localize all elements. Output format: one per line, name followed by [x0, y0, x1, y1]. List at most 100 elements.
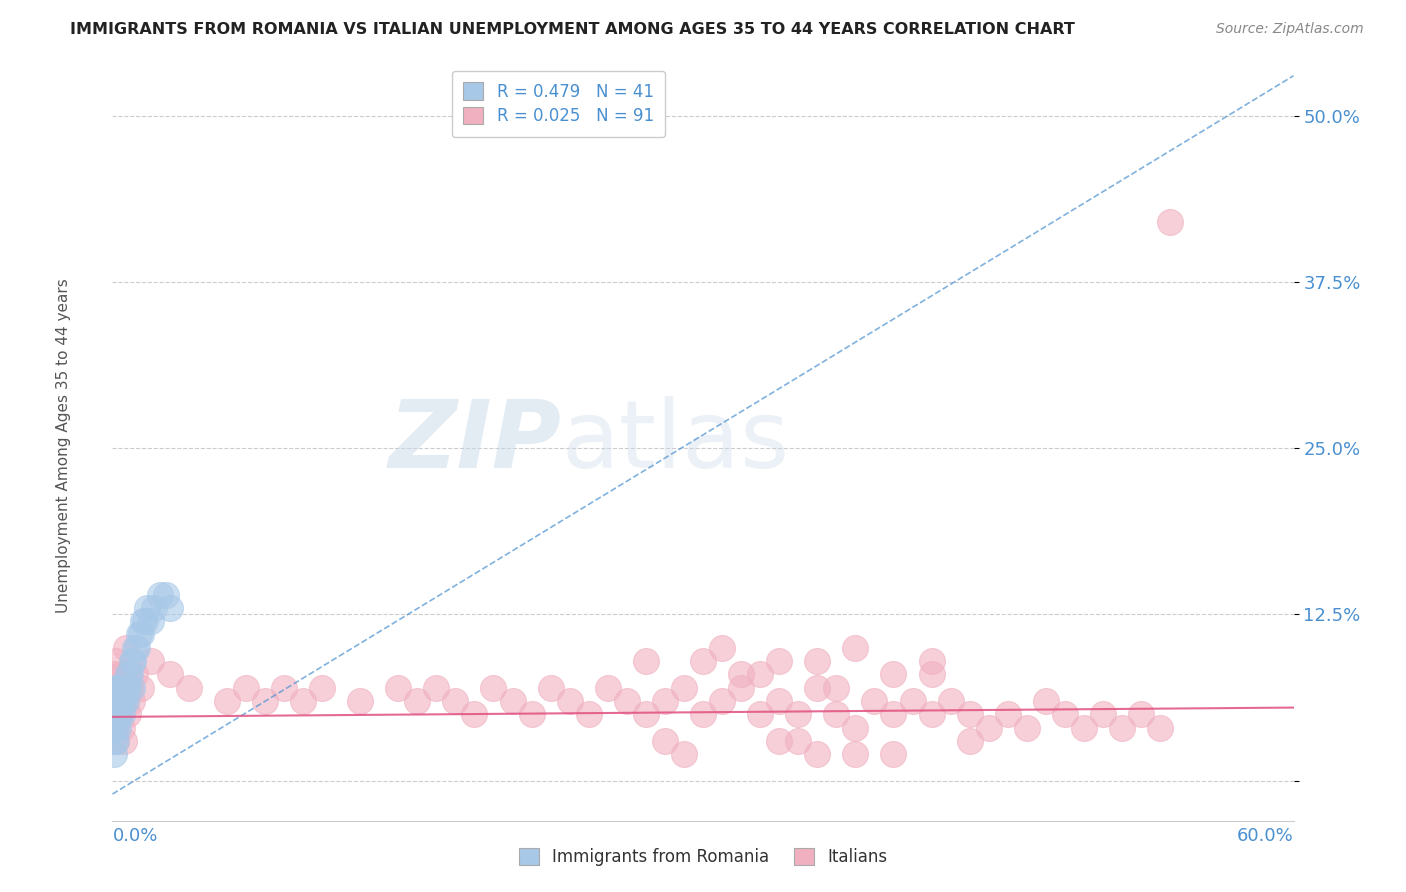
Point: [1053, 707, 1076, 722]
Point: [844, 747, 866, 761]
Point: [959, 707, 981, 722]
Point: [111, 694, 134, 708]
Point: [114, 694, 136, 708]
Point: [118, 681, 141, 695]
Point: [959, 734, 981, 748]
Point: [882, 707, 904, 722]
Point: [124, 640, 146, 655]
Point: [787, 707, 810, 722]
Point: [127, 640, 149, 655]
Point: [768, 734, 790, 748]
Point: [977, 721, 1000, 735]
Point: [1149, 721, 1171, 735]
Point: [117, 667, 139, 681]
Point: [863, 694, 886, 708]
Point: [654, 734, 676, 748]
Point: [882, 747, 904, 761]
Point: [672, 747, 695, 761]
Point: [215, 694, 238, 708]
Legend: Immigrants from Romania, Italians: Immigrants from Romania, Italians: [512, 841, 894, 873]
Point: [107, 681, 129, 695]
Point: [111, 667, 134, 681]
Point: [768, 654, 790, 668]
Point: [105, 734, 128, 748]
Point: [117, 667, 139, 681]
Text: Unemployment Among Ages 35 to 44 years: Unemployment Among Ages 35 to 44 years: [56, 278, 70, 614]
Point: [122, 654, 145, 668]
Point: [1073, 721, 1095, 735]
Text: ZIP: ZIP: [388, 395, 561, 488]
Point: [117, 707, 139, 722]
Point: [112, 734, 135, 748]
Point: [253, 694, 276, 708]
Point: [1092, 707, 1115, 722]
Point: [1130, 707, 1153, 722]
Point: [882, 667, 904, 681]
Point: [112, 694, 135, 708]
Point: [749, 667, 772, 681]
Point: [482, 681, 505, 695]
Point: [105, 694, 128, 708]
Point: [692, 707, 714, 722]
Point: [114, 694, 136, 708]
Point: [108, 694, 131, 708]
Point: [540, 681, 562, 695]
Point: [105, 681, 128, 695]
Point: [616, 694, 638, 708]
Point: [132, 614, 155, 628]
Point: [105, 707, 128, 722]
Point: [806, 681, 828, 695]
Point: [768, 694, 790, 708]
Point: [124, 667, 146, 681]
Point: [921, 667, 943, 681]
Point: [143, 600, 166, 615]
Point: [787, 734, 810, 748]
Point: [291, 694, 314, 708]
Point: [107, 721, 129, 735]
Point: [654, 694, 676, 708]
Point: [103, 667, 125, 681]
Point: [463, 707, 485, 722]
Point: [806, 654, 828, 668]
Point: [105, 734, 128, 748]
Point: [1035, 694, 1057, 708]
Point: [114, 681, 136, 695]
Point: [112, 681, 135, 695]
Point: [139, 654, 162, 668]
Point: [177, 681, 200, 695]
Point: [311, 681, 333, 695]
Point: [108, 681, 131, 695]
Point: [806, 747, 828, 761]
Point: [844, 640, 866, 655]
Point: [139, 614, 162, 628]
Point: [749, 707, 772, 722]
Point: [672, 681, 695, 695]
Point: [558, 694, 581, 708]
Point: [502, 694, 524, 708]
Point: [520, 707, 543, 722]
Point: [634, 707, 657, 722]
Point: [107, 681, 129, 695]
Point: [107, 694, 129, 708]
Point: [155, 587, 177, 601]
Point: [596, 681, 619, 695]
Point: [108, 707, 131, 722]
Point: [108, 694, 131, 708]
Point: [111, 681, 134, 695]
Point: [111, 721, 134, 735]
Point: [692, 654, 714, 668]
Point: [825, 681, 848, 695]
Point: [1159, 215, 1181, 229]
Point: [406, 694, 429, 708]
Point: [901, 694, 924, 708]
Point: [107, 707, 129, 722]
Point: [921, 654, 943, 668]
Point: [425, 681, 447, 695]
Point: [159, 600, 181, 615]
Point: [1015, 721, 1038, 735]
Point: [730, 667, 752, 681]
Point: [159, 667, 181, 681]
Point: [112, 681, 135, 695]
Point: [111, 707, 134, 722]
Point: [105, 721, 128, 735]
